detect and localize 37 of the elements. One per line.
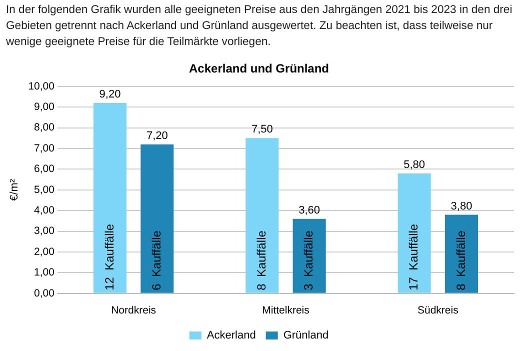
legend-label: Ackerland (206, 330, 256, 342)
data-label: 9,20 (99, 88, 121, 100)
annotation: 3 Kauffälle (302, 230, 316, 290)
x-tick-label: Südkreis (417, 304, 458, 317)
y-tick-label: 3,00 (34, 225, 55, 238)
data-label: 3,60 (298, 204, 320, 216)
bar (140, 144, 174, 293)
y-tick-label: 8,00 (34, 122, 55, 134)
y-tick-label: 9,00 (34, 100, 55, 113)
y-tick-label: 4,00 (34, 204, 55, 216)
bar (246, 138, 279, 293)
data-label: 7,50 (251, 124, 273, 136)
y-tick-label: 1,00 (34, 266, 55, 279)
x-tick-label: Mittelkreis (262, 304, 310, 317)
annotation: 6 Kauffälle (149, 230, 164, 290)
data-label: 5,80 (404, 158, 426, 171)
annotation: 8 Kauffälle (254, 230, 268, 290)
y-tick-label: 6,00 (34, 163, 55, 176)
x-tick-label: Nordkreis (111, 304, 156, 317)
bar (292, 218, 326, 293)
y-tick-label: 7,00 (34, 142, 55, 154)
data-label: 7,20 (146, 130, 168, 142)
y-tick-label: 10,00 (28, 80, 55, 92)
legend-label: Grünland (283, 330, 329, 342)
bar (398, 173, 431, 293)
y-tick-label: 5,00 (34, 184, 55, 196)
y-tick-label: 0,00 (34, 287, 55, 300)
chart-title: Ackerland und Grünland (188, 62, 330, 76)
bar (93, 102, 126, 293)
data-label: 3,80 (450, 200, 472, 212)
bar (444, 214, 478, 293)
annotation: 8 Kauffälle (454, 230, 468, 290)
annotation: 17 Kauffälle (406, 224, 421, 290)
y-axis-title: €/m² (8, 178, 21, 201)
y-tick-label: 2,00 (34, 246, 55, 258)
chart-subtitle: In der folgenden Grafik wurden alle geeigneten Preise aus den Jahrgängen 2021 bis 2023 in den drei Gebieten getrennt nach Ackerland und Grünland ausgewertet. Zu beachten ist, dass teilweise nur wenige geeignete Preise für die Teilmärkte vorliegen. (6, 3, 514, 50)
annotation: 12 Kauffälle (102, 224, 116, 290)
